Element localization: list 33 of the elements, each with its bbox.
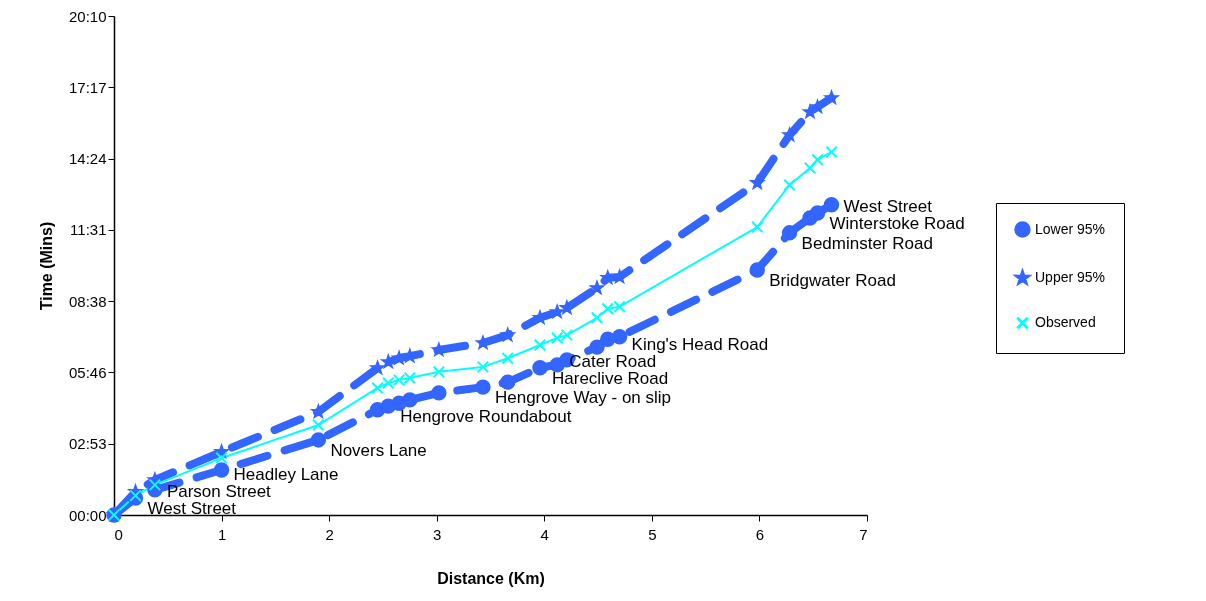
y-tick-label: 11:31 (70, 221, 107, 239)
annotation: Hengrove Way - on slip (494, 388, 672, 408)
annotation: Winterstoke Road (829, 214, 965, 234)
annotation: Hengrove Roundabout (400, 407, 572, 427)
y-axis-title: Time (Mins) (37, 221, 55, 311)
annotation: Hareclive Road (551, 368, 669, 388)
annotation: Bedminster Road (801, 233, 933, 253)
annotation: West Street (147, 499, 237, 519)
annotation: West Street (843, 197, 933, 217)
legend-label: Observed (1035, 314, 1096, 330)
annotation: Novers Lane (330, 440, 427, 460)
y-tick-label: 05:46 (68, 363, 107, 381)
x-tick-label: 0 (114, 525, 123, 543)
y-tick-label: 08:38 (68, 292, 107, 310)
annotation: Parson Street (166, 482, 272, 502)
legend-label: Lower 95% (1035, 220, 1106, 237)
annotation: Bridgwater Road (769, 270, 896, 290)
x-tick-label: 4 (540, 525, 549, 543)
x-tick-label: 1 (217, 525, 227, 543)
y-tick-label: 14:24 (68, 150, 107, 168)
y-tick-label: 02:53 (68, 435, 107, 453)
annotation: King's Head Road (631, 334, 769, 354)
y-tick-label: 00:00 (68, 506, 107, 524)
annotation: Headley Lane (233, 465, 339, 485)
x-tick-label: 2 (325, 525, 334, 543)
x-tick-label: 5 (648, 525, 657, 543)
legend-label: Upper 95% (1035, 269, 1106, 285)
y-tick-label: 17:17 (68, 78, 107, 96)
x-tick-label: 6 (755, 525, 765, 543)
x-tick-label: 7 (859, 525, 868, 543)
x-axis-title: Distance (Km) (437, 569, 545, 587)
x-tick-label: 3 (433, 525, 442, 543)
y-tick-label: 20:10 (68, 7, 107, 25)
